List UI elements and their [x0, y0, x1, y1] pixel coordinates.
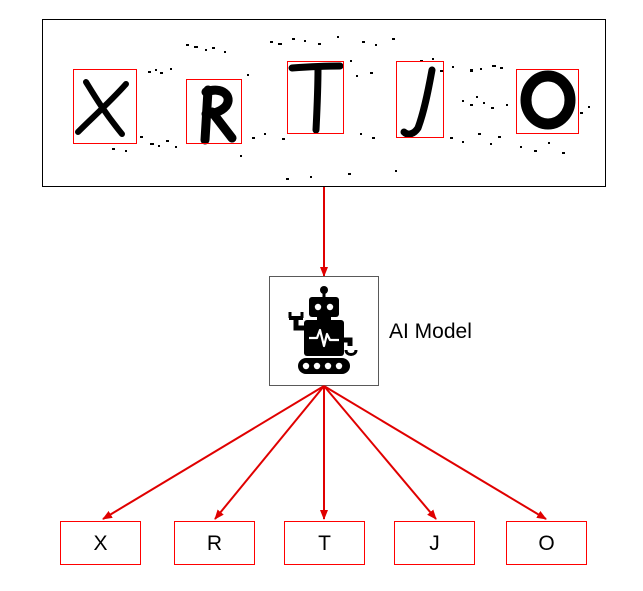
captcha-char-t	[287, 61, 344, 134]
output-box-r: R	[174, 521, 255, 565]
captcha-char-r	[186, 79, 242, 145]
output-arrows	[102, 385, 547, 520]
captcha-char-j	[396, 61, 444, 138]
arrow-to-output-r	[214, 385, 325, 520]
output-letter-o: O	[538, 532, 554, 555]
captcha-image-panel	[42, 19, 606, 187]
ai-model-label: AI Model	[389, 320, 472, 343]
output-letter-j: J	[429, 532, 440, 555]
output-box-o: O	[506, 521, 587, 565]
output-letter-r: R	[207, 532, 222, 555]
robot-icon	[288, 286, 358, 374]
output-box-t: T	[284, 521, 365, 565]
arrow-to-output-x	[102, 385, 325, 520]
arrow-to-output-j	[323, 385, 437, 520]
ai-model-box	[269, 276, 379, 386]
captcha-noise	[112, 36, 590, 180]
output-letter-x: X	[93, 532, 107, 555]
output-letter-t: T	[318, 532, 331, 555]
output-box-x: X	[60, 521, 141, 565]
arrow-to-output-o	[323, 385, 547, 520]
captcha-char-x	[73, 69, 137, 144]
output-box-j: J	[394, 521, 475, 565]
captcha-char-o	[516, 69, 579, 134]
